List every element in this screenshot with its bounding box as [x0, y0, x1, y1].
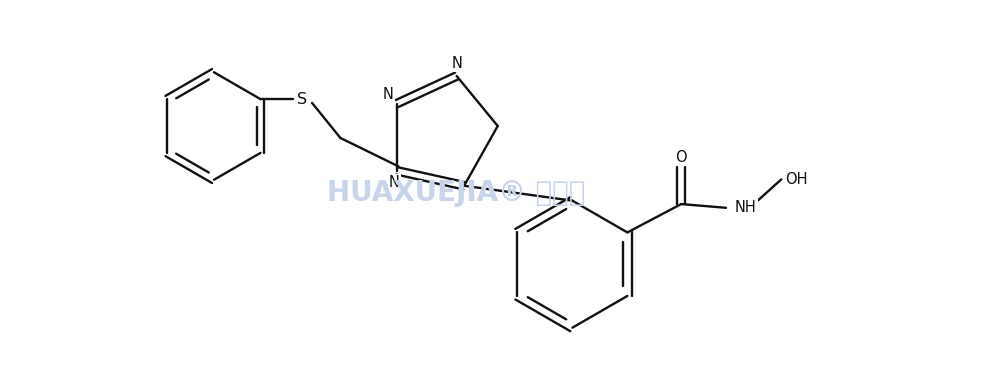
Text: NH: NH	[735, 200, 757, 215]
Text: N: N	[452, 56, 462, 71]
Text: OH: OH	[785, 172, 807, 187]
Text: HUAXUEJIA® 化学加: HUAXUEJIA® 化学加	[327, 179, 586, 207]
Text: S: S	[296, 92, 306, 106]
Text: O: O	[676, 150, 687, 165]
Text: N: N	[382, 87, 393, 102]
Text: N: N	[388, 175, 399, 190]
